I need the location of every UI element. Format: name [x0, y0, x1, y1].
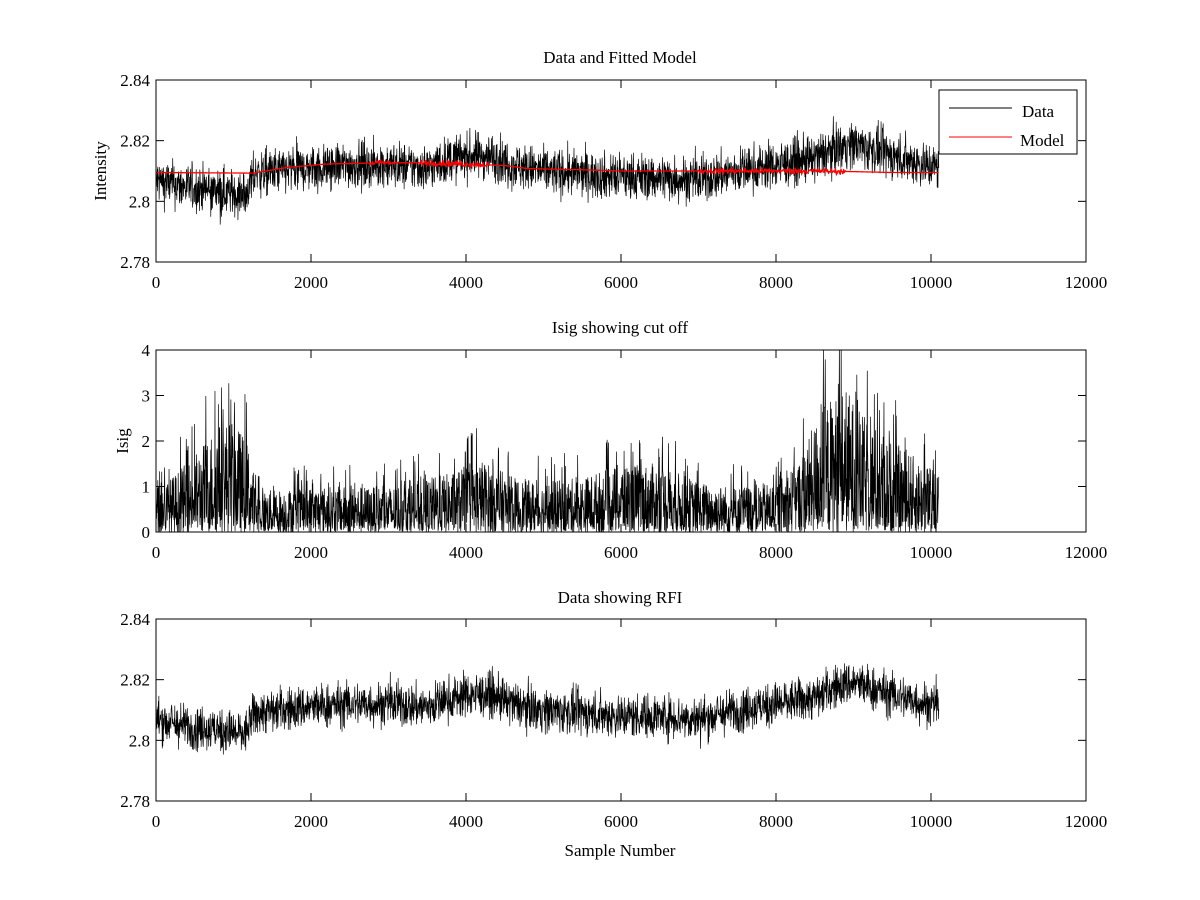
y-tick-label: 0 [142, 523, 151, 542]
panel1-ylabel: Intensity [91, 141, 110, 201]
panel3-plot-area [156, 663, 940, 755]
x-tick-label: 12000 [1065, 543, 1108, 562]
panel3-xticks: 0 2000 4000 6000 8000 10000 12000 [152, 619, 1108, 831]
x-tick-label: 6000 [604, 543, 638, 562]
y-tick-label: 1 [142, 478, 151, 497]
legend-data-label: Data [1022, 102, 1055, 121]
panel3-title: Data showing RFI [558, 588, 683, 607]
panel1-legend: Data Model [938, 89, 1078, 155]
y-tick-label: 2.82 [120, 671, 150, 690]
x-tick-label: 4000 [449, 812, 483, 831]
y-tick-label: 2.78 [120, 792, 150, 811]
y-tick-label: 2.8 [129, 192, 150, 211]
panel3-yticks: 2.78 2.8 2.82 2.84 [120, 610, 1086, 811]
panel1-title: Data and Fitted Model [543, 48, 697, 67]
panel1-yticks: 2.78 2.8 2.82 2.84 [120, 71, 1086, 272]
x-tick-label: 0 [152, 812, 161, 831]
x-tick-label: 12000 [1065, 273, 1108, 292]
x-tick-label: 4000 [449, 543, 483, 562]
x-tick-label: 0 [152, 543, 161, 562]
panel2-plot-area [156, 350, 940, 532]
legend-box [938, 89, 1078, 155]
panel2-ylabel: Isig [113, 428, 132, 454]
x-tick-label: 4000 [449, 273, 483, 292]
x-tick-label: 2000 [294, 812, 328, 831]
panel1-axes-frame [155, 79, 1087, 263]
y-tick-label: 2.84 [120, 71, 150, 90]
y-tick-label: 4 [142, 341, 151, 360]
panel-isig: Isig showing cut off Isig 0 2000 4000 6000 8… [113, 318, 1107, 562]
x-tick-label: 2000 [294, 273, 328, 292]
x-tick-label: 12000 [1065, 812, 1108, 831]
panel2-title: Isig showing cut off [552, 318, 688, 337]
x-tick-label: 0 [152, 273, 161, 292]
panel1-plot-area [156, 116, 940, 225]
legend-model-label: Model [1020, 131, 1065, 150]
y-tick-label: 2 [142, 432, 151, 451]
y-tick-label: 2.84 [120, 610, 150, 629]
x-tick-label: 10000 [910, 273, 953, 292]
x-tick-label: 6000 [604, 273, 638, 292]
series-data-line [156, 116, 940, 225]
x-tick-label: 10000 [910, 812, 953, 831]
y-tick-label: 2.8 [129, 731, 150, 750]
panel2-xticks: 0 2000 4000 6000 8000 10000 12000 [152, 350, 1108, 562]
panel-data-and-model: Data and Fitted Model Intensity 0 2000 400… [91, 48, 1107, 292]
y-tick-label: 3 [142, 387, 151, 406]
x-tick-label: 8000 [759, 273, 793, 292]
panel1-xticks: 0 2000 4000 6000 8000 10000 12000 [152, 80, 1108, 292]
panel-data-rfi: Data showing RFI Sample Number 0 2000 4000… [120, 588, 1107, 860]
panel2-axes-frame [155, 349, 1087, 533]
series-isig-line [156, 350, 940, 532]
x-tick-label: 10000 [910, 543, 953, 562]
panel3-axes-frame [155, 618, 1087, 802]
y-tick-label: 2.82 [120, 132, 150, 151]
x-tick-label: 2000 [294, 543, 328, 562]
y-tick-label: 2.78 [120, 253, 150, 272]
x-tick-label: 8000 [759, 543, 793, 562]
panel3-xlabel: Sample Number [565, 841, 676, 860]
series-data-line [156, 663, 940, 755]
x-tick-label: 6000 [604, 812, 638, 831]
x-tick-label: 8000 [759, 812, 793, 831]
series-model-line [156, 159, 939, 176]
